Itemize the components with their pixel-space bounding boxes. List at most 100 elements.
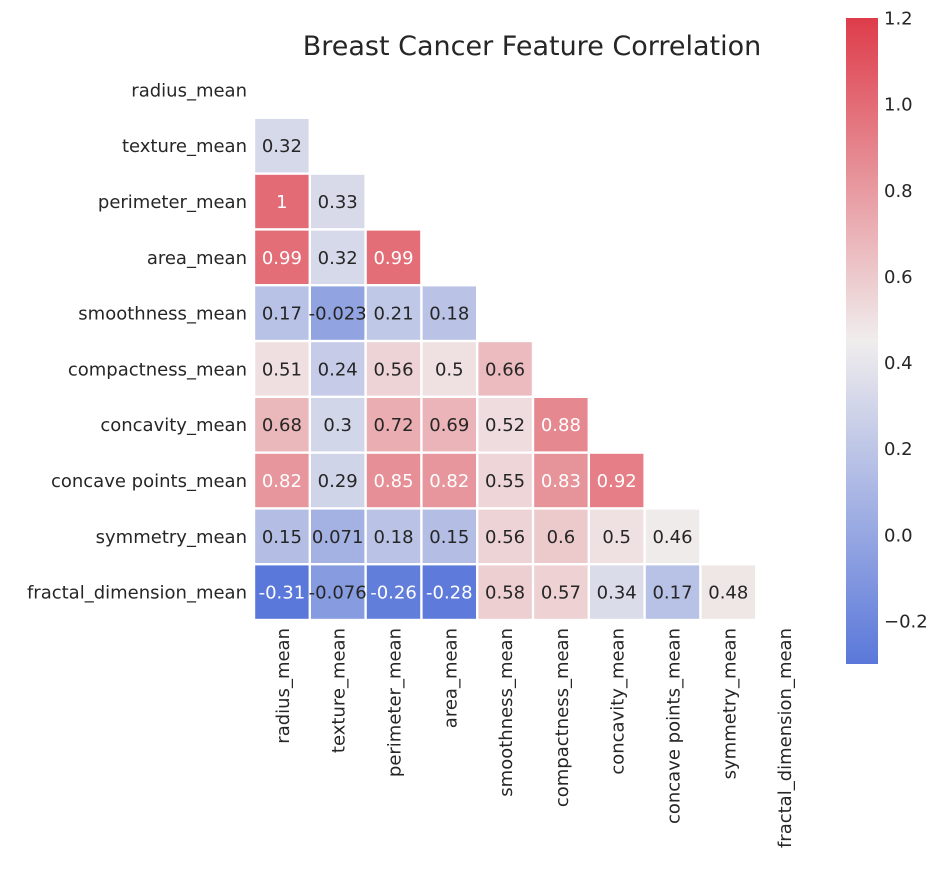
heatmap-cell-label: 0.83 [541, 471, 581, 492]
heatmap-cell [422, 565, 476, 619]
x-tick-label: perimeter_mean [385, 628, 406, 777]
heatmap-cell-label: 0.34 [597, 583, 637, 604]
heatmap-cell-label: 0.18 [373, 527, 413, 548]
x-tick-label: concavity_mean [608, 628, 629, 775]
heatmap-cell [311, 565, 365, 619]
heatmap-cell [366, 286, 421, 340]
heatmap-cell-label: -0.076 [309, 583, 367, 604]
x-tick-label: texture_mean [329, 628, 350, 753]
x-tick-label: area_mean [440, 628, 461, 728]
heatmap-cell [478, 453, 532, 508]
colorbar-tick-label: 1.0 [884, 95, 913, 116]
x-tick-label: smoothness_mean [496, 628, 517, 797]
heatmap-cell [366, 565, 421, 619]
heatmap-cell [422, 453, 476, 508]
heatmap-cell-label: 0.17 [652, 583, 692, 604]
heatmap-cell [534, 509, 588, 563]
heatmap-cell [422, 398, 476, 452]
heatmap-cell [255, 342, 309, 396]
heatmap-cell-label: 0.69 [429, 415, 469, 436]
heatmap-cell-label: 0.57 [541, 583, 581, 604]
y-tick-label: concave points_mean [51, 471, 247, 492]
heatmap-cell [255, 230, 309, 284]
heatmap-cell-label: 0.5 [435, 359, 464, 380]
y-tick-label: texture_mean [122, 136, 247, 157]
heatmap-cell-label: 0.58 [485, 583, 525, 604]
heatmap-cell [311, 174, 365, 229]
x-tick-label: fractal_dimension_mean [775, 628, 796, 848]
y-tick-label: area_mean [147, 248, 247, 269]
colorbar-tick-label: 1.2 [884, 9, 913, 30]
heatmap-cell [255, 398, 309, 452]
heatmap-cell [311, 453, 365, 508]
colorbar [846, 18, 878, 664]
heatmap-cell [366, 398, 421, 452]
heatmap-cell [255, 119, 309, 173]
heatmap-cell-label: 0.66 [485, 359, 525, 380]
heatmap-cell-label: 0.48 [708, 583, 748, 604]
y-tick-label: fractal_dimension_mean [27, 583, 247, 604]
heatmap-cell [590, 453, 644, 508]
heatmap-cell [478, 565, 532, 619]
heatmap-cell-label: 0.99 [262, 248, 302, 269]
heatmap-cells: 0.32 1 0.33 0.99 0.32 0.99 0.17 -0.023 0.21 0.18 0… [255, 119, 755, 619]
x-tick-label: concave points_mean [664, 628, 685, 824]
heatmap-cell [255, 174, 309, 229]
heatmap-cell-label: 0.72 [373, 415, 413, 436]
heatmap-cell-label: 0.3 [323, 415, 352, 436]
heatmap-cell [311, 509, 365, 563]
heatmap-cell [422, 286, 476, 340]
heatmap-cell-label: -0.26 [370, 583, 417, 604]
heatmap-cell-label: 0.15 [429, 527, 469, 548]
heatmap-cell-label: 0.6 [547, 527, 576, 548]
heatmap-cell-label: 0.92 [597, 471, 637, 492]
heatmap-cell [701, 565, 755, 619]
heatmap-cell-label: 0.24 [318, 359, 358, 380]
heatmap-cell-label: 0.21 [373, 304, 413, 325]
colorbar-tick-label: 0.0 [884, 525, 913, 546]
y-tick-label: radius_mean [131, 80, 247, 101]
heatmap-cell [590, 509, 644, 563]
heatmap-cell [366, 230, 421, 284]
heatmap-cell [255, 453, 309, 508]
heatmap-cell-label: 0.32 [262, 136, 302, 157]
colorbar-tick-label: −0.2 [884, 611, 928, 632]
heatmap-cell [534, 565, 588, 619]
heatmap-cell-label: 0.85 [373, 471, 413, 492]
heatmap-cell [645, 509, 700, 563]
heatmap-cell [422, 509, 476, 563]
heatmap-cell [645, 565, 700, 619]
heatmap-cell-label: 0.15 [262, 527, 302, 548]
heatmap-cell [422, 342, 476, 396]
heatmap-cell-label: 0.17 [262, 304, 302, 325]
heatmap-cell-label: -0.023 [309, 304, 367, 325]
colorbar-tick-label: 0.8 [884, 181, 913, 202]
heatmap-cell [534, 453, 588, 508]
heatmap-cell [311, 342, 365, 396]
heatmap-cell [478, 398, 532, 452]
x-tick-label: symmetry_mean [719, 628, 740, 779]
colorbar-tick-label: 0.4 [884, 353, 913, 374]
heatmap-cell-label: 0.33 [318, 192, 358, 213]
heatmap-cell-label: 0.29 [318, 471, 358, 492]
x-tick-label: radius_mean [273, 628, 294, 744]
heatmap-cell-label: 0.46 [652, 527, 692, 548]
colorbar-ticks: −0.2 0.0 0.2 0.4 0.6 0.8 1.0 1.2 [884, 9, 928, 633]
y-axis-tick-labels: radius_mean texture_mean perimeter_meanare… [27, 80, 247, 603]
heatmap-cell-label: 0.56 [485, 527, 525, 548]
heatmap-cell-label: 0.52 [485, 415, 525, 436]
y-tick-label: concavity_mean [100, 415, 247, 436]
heatmap-cell-label: -0.28 [426, 583, 473, 604]
heatmap-cell [311, 230, 365, 284]
chart-title: Breast Cancer Feature Correlation [303, 31, 762, 62]
heatmap-cell [255, 286, 309, 340]
heatmap-cell-label: 0.071 [312, 527, 364, 548]
heatmap-cell-label: 0.55 [485, 471, 525, 492]
heatmap-cell [590, 565, 644, 619]
heatmap-cell-label: 0.88 [541, 415, 581, 436]
heatmap-cell-label: 0.51 [262, 359, 302, 380]
y-tick-label: compactness_mean [68, 359, 247, 380]
heatmap-cell [534, 398, 588, 452]
x-axis-tick-labels: radius_mean texture_mean perimeter_mean are… [273, 628, 796, 848]
